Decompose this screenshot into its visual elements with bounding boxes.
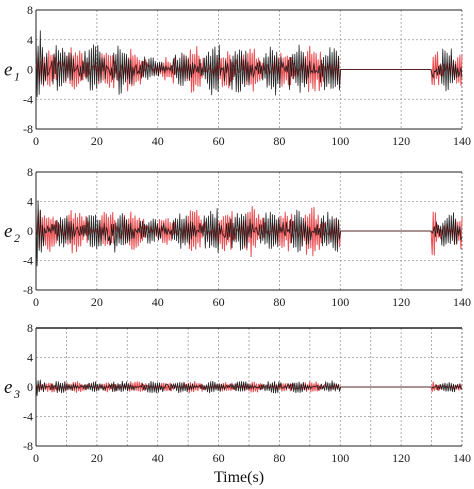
x-tick-label: 20 xyxy=(91,451,103,465)
x-tick-label: 0 xyxy=(33,451,39,465)
x-tick-label: 60 xyxy=(213,295,225,309)
y-tick-label: -4 xyxy=(23,92,33,106)
series-line-actual xyxy=(35,200,463,267)
x-tick-label: 140 xyxy=(453,295,471,309)
y-axis-label-subscript: 3 xyxy=(13,387,20,401)
y-tick-label: 0 xyxy=(27,224,33,238)
y-axis-label-subscript: 2 xyxy=(14,231,20,245)
y-tick-label: -8 xyxy=(23,283,33,297)
y-axis-label: e xyxy=(4,221,12,242)
x-axis-label: Time(s) xyxy=(214,469,264,486)
y-tick-label: 0 xyxy=(27,380,33,394)
x-tick-label: 140 xyxy=(453,134,471,148)
y-tick-label: 4 xyxy=(27,195,33,209)
x-tick-label: 100 xyxy=(331,451,349,465)
x-tick-label: 0 xyxy=(33,134,39,148)
x-tick-label: 20 xyxy=(91,134,103,148)
x-tick-label: 40 xyxy=(152,295,164,309)
x-tick-label: 40 xyxy=(152,134,164,148)
x-tick-label: 120 xyxy=(392,451,410,465)
x-tick-label: 40 xyxy=(152,451,164,465)
x-tick-label: 120 xyxy=(392,295,410,309)
y-tick-label: -4 xyxy=(23,254,33,268)
series-line-actual xyxy=(35,379,462,396)
x-tick-label: 80 xyxy=(273,451,285,465)
y-tick-label: 4 xyxy=(27,351,33,365)
y-axis-label: e xyxy=(4,377,12,398)
x-tick-label: 0 xyxy=(33,295,39,309)
y-tick-label: -4 xyxy=(23,410,33,424)
y-tick-label: -8 xyxy=(23,122,33,136)
x-tick-label: 80 xyxy=(273,295,285,309)
x-tick-label: 120 xyxy=(392,134,410,148)
y-axis-label-subscript: 1 xyxy=(14,70,20,84)
y-tick-label: 8 xyxy=(27,321,33,335)
y-tick-label: -8 xyxy=(23,439,33,453)
series-line-actual xyxy=(35,30,463,98)
x-tick-label: 60 xyxy=(213,451,225,465)
y-axis-label: e xyxy=(4,60,12,81)
x-tick-label: 100 xyxy=(331,134,349,148)
x-tick-label: 60 xyxy=(213,134,225,148)
y-tick-label: 8 xyxy=(27,165,33,179)
y-tick-label: 0 xyxy=(27,63,33,77)
y-tick-label: 4 xyxy=(27,33,33,47)
x-tick-label: 100 xyxy=(331,295,349,309)
x-tick-label: 20 xyxy=(91,295,103,309)
y-tick-label: 8 xyxy=(27,3,33,17)
x-tick-label: 80 xyxy=(273,134,285,148)
x-tick-label: 140 xyxy=(453,451,471,465)
